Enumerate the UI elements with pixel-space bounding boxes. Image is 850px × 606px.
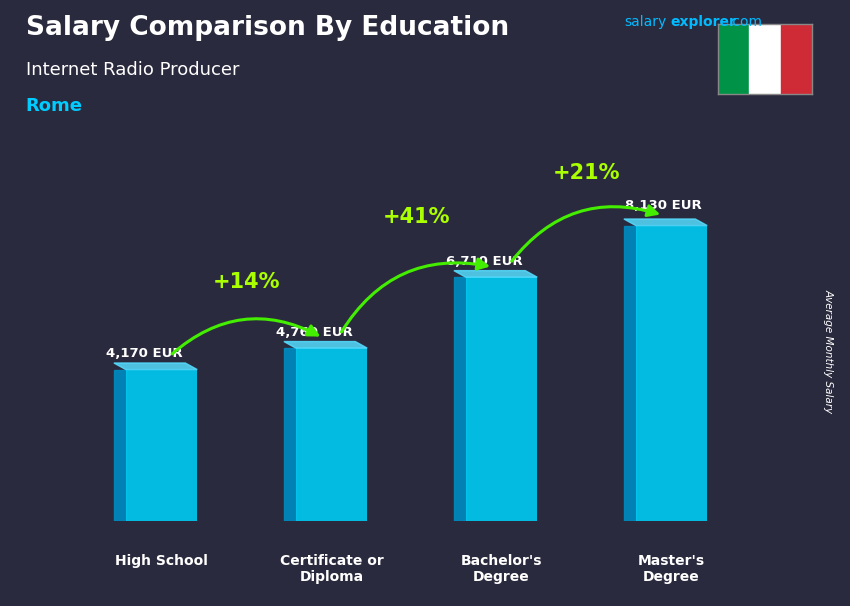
Polygon shape: [454, 277, 466, 521]
Text: Internet Radio Producer: Internet Radio Producer: [26, 61, 239, 79]
Text: Rome: Rome: [26, 97, 82, 115]
Polygon shape: [284, 342, 367, 348]
Polygon shape: [114, 363, 197, 370]
FancyBboxPatch shape: [636, 225, 707, 521]
FancyBboxPatch shape: [296, 348, 367, 521]
Text: +14%: +14%: [212, 272, 280, 292]
Polygon shape: [454, 271, 537, 277]
Polygon shape: [624, 219, 707, 225]
Text: Master's
Degree: Master's Degree: [638, 554, 705, 584]
Bar: [750, 24, 780, 94]
Bar: [780, 24, 812, 94]
Text: +41%: +41%: [382, 207, 450, 227]
Polygon shape: [114, 370, 126, 521]
Text: Salary Comparison By Education: Salary Comparison By Education: [26, 15, 508, 41]
Text: Bachelor's
Degree: Bachelor's Degree: [461, 554, 542, 584]
FancyBboxPatch shape: [466, 277, 537, 521]
Polygon shape: [624, 225, 636, 521]
Text: .com: .com: [728, 15, 762, 29]
FancyBboxPatch shape: [126, 370, 197, 521]
Text: 4,760 EUR: 4,760 EUR: [276, 327, 353, 339]
Text: 8,130 EUR: 8,130 EUR: [625, 199, 701, 211]
Bar: [718, 24, 750, 94]
Text: salary: salary: [625, 15, 667, 29]
Text: 6,710 EUR: 6,710 EUR: [446, 256, 523, 268]
Text: explorer: explorer: [671, 15, 736, 29]
Polygon shape: [284, 348, 296, 521]
Text: Certificate or
Diploma: Certificate or Diploma: [280, 554, 383, 584]
Text: +21%: +21%: [552, 163, 620, 183]
Text: Average Monthly Salary: Average Monthly Salary: [824, 290, 834, 413]
Text: High School: High School: [115, 554, 208, 568]
Text: 4,170 EUR: 4,170 EUR: [106, 347, 183, 360]
